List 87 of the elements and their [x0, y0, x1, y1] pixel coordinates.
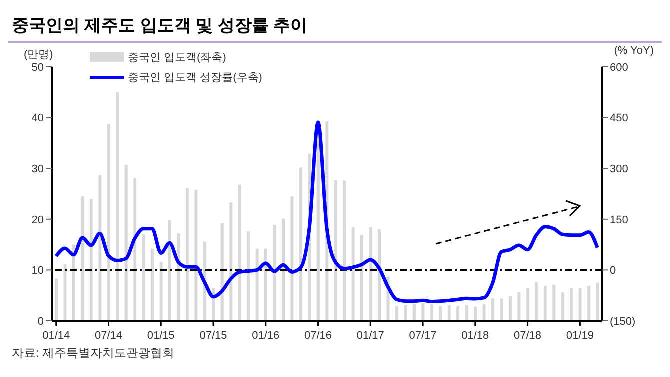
bar [588, 286, 591, 321]
bar [395, 306, 398, 321]
bar [247, 232, 250, 321]
y2-tick-label: 150 [610, 214, 628, 226]
y-tick-label: 40 [32, 112, 44, 125]
bar [64, 264, 67, 321]
bar [107, 124, 110, 321]
bar [570, 288, 574, 321]
y-tick-label: 30 [32, 164, 44, 176]
bar [151, 248, 154, 321]
y2-tick-label: 300 [610, 164, 628, 176]
bar [561, 292, 564, 321]
bar [526, 288, 530, 321]
bar [492, 298, 495, 321]
bar [142, 234, 146, 321]
bar [81, 196, 84, 321]
x-tick-label: 01/18 [462, 330, 490, 342]
y-tick-label: 0 [38, 316, 44, 328]
line-series [54, 120, 600, 304]
bar [430, 304, 434, 321]
bar [508, 296, 512, 321]
x-tick-label: 01/16 [252, 330, 280, 342]
y2-tick-label: 0 [610, 265, 616, 278]
y-tick-label: 50 [32, 62, 44, 74]
bar [474, 306, 478, 321]
bar [518, 292, 521, 321]
bar [456, 306, 460, 321]
bar [194, 190, 198, 321]
bar [134, 178, 137, 321]
bar [578, 288, 582, 321]
bar [422, 303, 425, 321]
bar [482, 304, 486, 321]
bar [186, 188, 189, 321]
x-tick-label: 01/15 [147, 330, 175, 342]
bar [282, 218, 285, 321]
x-tick-label: 07/16 [304, 330, 332, 342]
text: 자료: 제주특별자치도관광협회 [11, 345, 176, 362]
bar [544, 286, 547, 321]
bar [90, 199, 93, 321]
x-tick-label: 07/18 [514, 330, 542, 342]
bar [316, 138, 320, 321]
bar [596, 282, 600, 321]
bar [404, 305, 408, 321]
bar [535, 282, 538, 321]
bar [168, 220, 172, 321]
bar [273, 224, 276, 321]
y2-tick-label: 450 [610, 112, 628, 125]
bar [369, 228, 372, 321]
bar [124, 165, 128, 321]
x-tick-label: 01/19 [566, 330, 594, 342]
x-tick-label: 07/14 [94, 330, 123, 342]
bar [160, 262, 163, 321]
bar [290, 196, 294, 321]
bar [264, 248, 268, 321]
x-tick-label: 01/14 [42, 330, 70, 342]
bar [116, 92, 120, 321]
bar [334, 180, 338, 321]
bar [352, 228, 355, 321]
bar [439, 306, 442, 321]
bar [360, 235, 364, 321]
y2-tick-label: 600 [610, 62, 628, 74]
bar [343, 180, 346, 321]
x-tick-label: 07/15 [200, 330, 228, 342]
bar [378, 230, 382, 321]
bar [552, 284, 556, 321]
bar [412, 304, 416, 321]
bar [220, 223, 224, 321]
bar [448, 305, 451, 321]
bar [465, 305, 468, 321]
bar [230, 202, 233, 321]
bar [72, 244, 76, 321]
y-axis-title: (만명) [24, 48, 54, 62]
y-tick-label: 20 [32, 214, 44, 226]
legend-label: 중국인 입도객 성장률(우축) [128, 70, 262, 84]
legend-label: 중국인 입도객(좌축) [128, 50, 226, 64]
y2-tick-label: (150) [610, 316, 636, 328]
bar [500, 298, 504, 321]
x-tick-label: 01/17 [356, 330, 384, 342]
bar [299, 168, 302, 321]
bar [238, 184, 242, 321]
chart-title: 중국인의 제주도 입도객 및 성장률 추이 [8, 8, 662, 43]
y-tick-label: 10 [32, 265, 44, 278]
x-tick-label: 07/17 [409, 330, 437, 342]
bar [55, 278, 58, 321]
bar [98, 175, 102, 321]
y2-axis-title: (% YoY) [614, 45, 654, 57]
bar [256, 248, 259, 321]
